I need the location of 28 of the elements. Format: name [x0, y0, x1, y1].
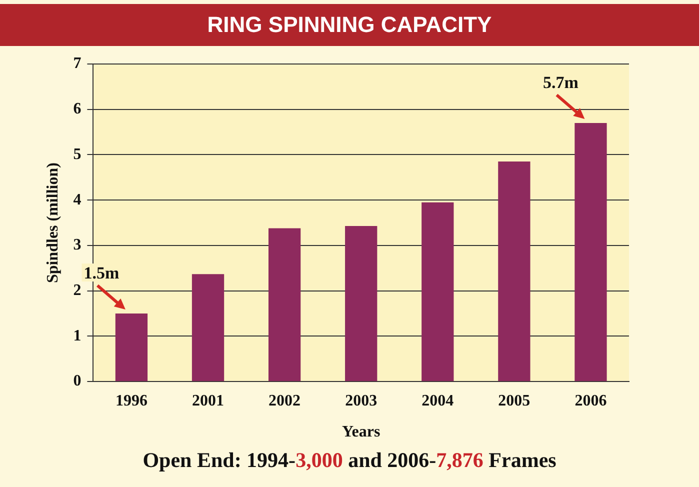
- y-tick-label: 3: [73, 236, 82, 254]
- x-tick-label: 1996: [115, 392, 148, 410]
- x-tick-label: 2003: [345, 392, 378, 410]
- annotation: 5.7m: [543, 72, 578, 92]
- x-tick-label: 2006: [574, 392, 607, 410]
- y-tick-label: 6: [73, 100, 82, 118]
- y-tick-label: 5: [73, 146, 82, 163]
- x-tick-label: 2005: [498, 392, 530, 410]
- bar: [115, 314, 148, 382]
- bar: [574, 122, 607, 382]
- y-tick-label: 0: [73, 372, 82, 390]
- bar: [422, 202, 454, 382]
- x-axis-title: Years: [342, 424, 380, 441]
- x-tick-label: 2004: [422, 392, 454, 410]
- bar: [192, 274, 224, 382]
- bar: [498, 162, 530, 382]
- y-tick-label: 1: [73, 327, 82, 344]
- annotation: 1.5m: [84, 263, 120, 282]
- y-tick-label: 4: [73, 191, 82, 208]
- bar: [345, 226, 378, 382]
- text: Open End: 1994-3,000 and 2006-7,876 Frames: [142, 448, 556, 472]
- y-axis-title: Spindles (million): [44, 162, 62, 284]
- bar: [268, 228, 301, 382]
- x-tick-label: 2002: [268, 392, 301, 410]
- chart-title: RING SPINNING CAPACITY: [0, 4, 699, 46]
- y-tick-label: 7: [73, 55, 82, 72]
- y-tick-label: 2: [73, 282, 82, 299]
- x-tick-label: 2001: [192, 392, 224, 410]
